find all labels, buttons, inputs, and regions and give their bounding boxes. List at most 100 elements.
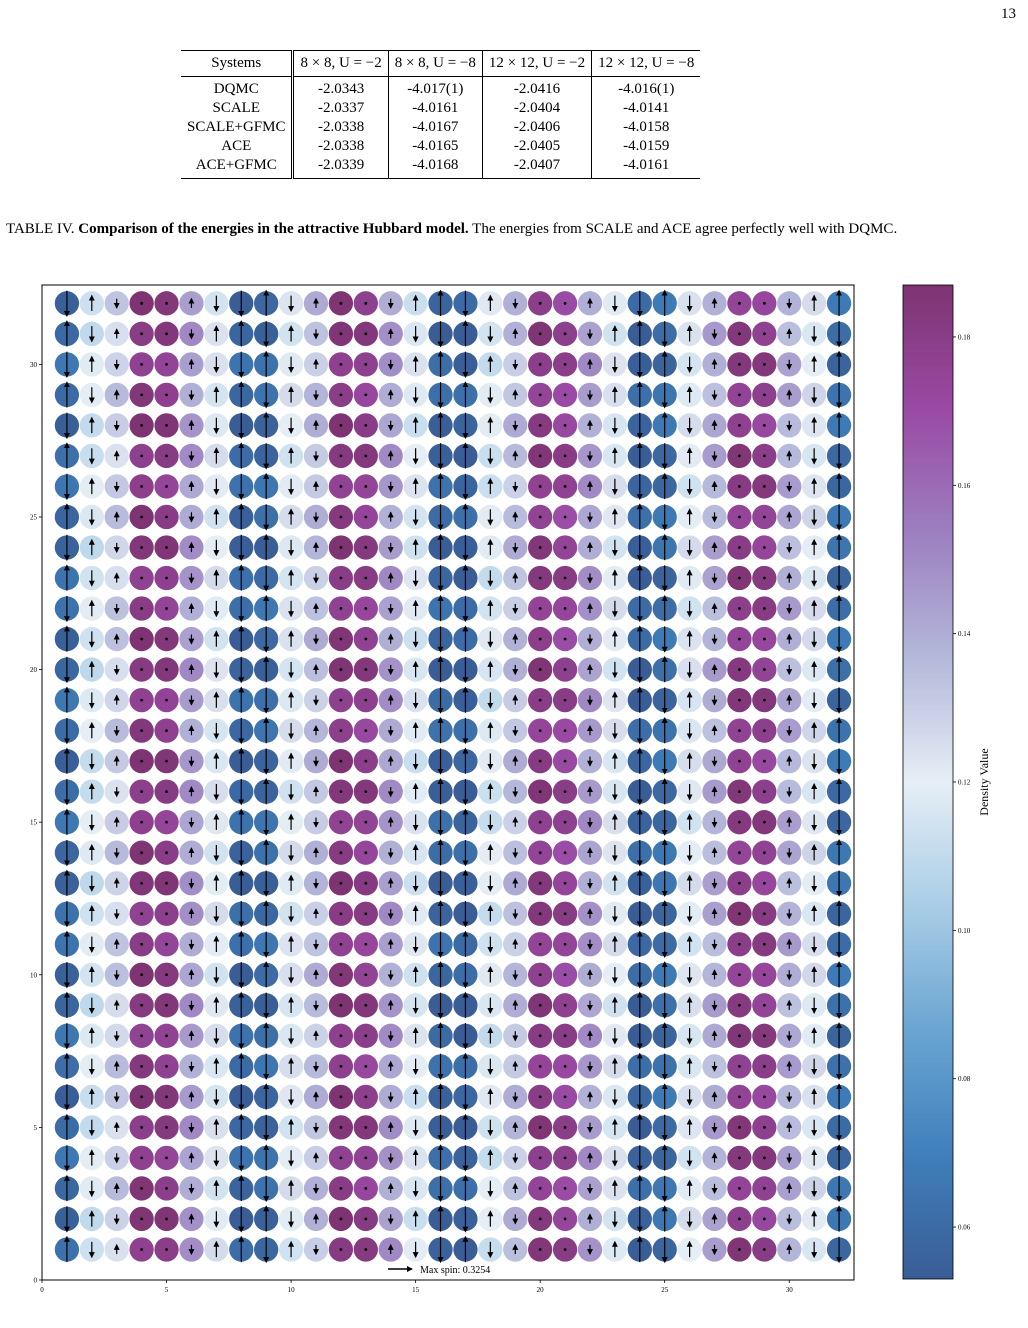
spin-dot [165,515,168,519]
spin-dot [165,1248,168,1251]
spin-dot [339,1156,343,1160]
spin-dot [364,362,368,366]
spin-dot [364,759,368,763]
spin-dot [165,1156,168,1160]
spin-dot [364,698,368,702]
spin-dot [165,332,168,336]
spin-dot [339,362,343,366]
spin-dot [339,515,343,519]
spin-dot [165,423,168,427]
spin-dot [738,973,741,977]
system-name-cell: ACE+GFMC [195,157,277,173]
spin-dot [364,729,368,733]
spin-dot [364,546,368,549]
spin-dot [738,1248,741,1251]
energy-cell: -4.0168 [387,156,483,179]
energy-cell: -4.0141 [591,99,701,118]
spin-dot [563,851,567,855]
energy-cell: -2.0338 [291,137,389,156]
density-spin-plot: 0 5 10 15 20 25 30 0 5 10 15 20 25 30 Max spin: 0.325… [30,284,991,1294]
spin-dot [339,1034,343,1038]
spin-dot [165,790,168,794]
x-tick-label: 0 [40,1286,44,1294]
spin-dot [538,332,542,336]
spin-dot [762,851,766,855]
spin-dot [140,1125,144,1129]
spin-dot [339,485,343,488]
spin-dot [762,881,766,885]
spin-dot [538,454,542,458]
spin-dot [364,1156,368,1160]
spin-dot [538,1095,542,1099]
spin-dot [165,729,168,733]
spin-dot [140,1003,144,1007]
spin-dot [339,1064,343,1068]
spin-dot [538,637,542,641]
spin-dot [738,1156,741,1160]
spin-dot [762,515,766,519]
spin-dot [738,1217,741,1221]
table-row: ACE+GFMC -2.0339 -4.0168 -2.0407 -4.0161 [181,156,701,179]
spin-dot [762,1003,766,1007]
x-tick-label: 10 [288,1286,296,1294]
x-tick-label: 25 [661,1286,669,1294]
table-header-cell: Systems [211,55,262,71]
spin-dot [165,301,168,305]
caption-text: The energies from SCALE and ACE agree pe… [472,221,898,237]
spin-dot [364,576,368,580]
spin-dot [563,1156,567,1160]
spin-dot [738,820,741,824]
spin-dot [538,912,542,916]
spin-dot [140,668,144,671]
spin-dot [762,1125,766,1129]
spin-dot [538,668,542,671]
spin-dot [339,973,343,977]
spin-legend: Max spin: 0.3254 [388,1265,490,1276]
spin-dot [339,1248,343,1251]
spin-dot [140,423,144,427]
spin-dot [339,1187,343,1190]
spin-dot [538,485,542,488]
spin-dot [738,1187,741,1190]
spin-dot [339,332,343,336]
spin-dot [538,607,542,610]
spin-dot [364,515,368,519]
spin-dot [165,1064,168,1068]
spin-dot [165,1034,168,1038]
spin-dot [339,698,343,702]
caption-label: TABLE IV. [6,221,75,237]
spin-dot [538,1034,542,1038]
spin-dot [738,790,741,794]
legend-label: Max spin: 0.3254 [420,1265,490,1276]
spin-dot [165,454,168,458]
spin-dot [738,1125,741,1129]
table-header-cell: 8 × 8, U = −2 [291,50,389,77]
spin-dot [140,881,144,885]
spin-dot [364,1125,368,1129]
spin-dot [364,332,368,336]
energy-cell: -4.017(1) [387,76,483,99]
spin-dot [738,912,741,916]
spin-dot [165,362,168,366]
spin-dot [364,820,368,824]
energy-cell: -4.0161 [387,99,483,118]
spin-dot [165,546,168,549]
energy-cell: -2.0404 [481,99,592,118]
spin-dot [339,1125,343,1129]
spin-dot [165,393,168,397]
spin-dot [762,485,766,488]
spin-dot [140,790,144,794]
spin-dot [738,698,741,702]
energy-cell: -2.0339 [291,156,389,179]
spin-dot [364,423,368,427]
spin-dot [339,912,343,916]
y-tick-label: 10 [30,971,38,979]
spin-dot [762,1187,766,1190]
spin-dot [165,668,168,671]
spin-dot [538,1187,542,1190]
spin-dot [364,1217,368,1221]
spin-dot [538,851,542,855]
table-row: SCALE -2.0337 -4.0161 -2.0404 -4.0141 [181,99,701,118]
y-tick-label: 30 [30,361,38,369]
table-row: SCALE+GFMC -2.0338 -4.0167 -2.0406 -4.0158 [181,118,701,137]
